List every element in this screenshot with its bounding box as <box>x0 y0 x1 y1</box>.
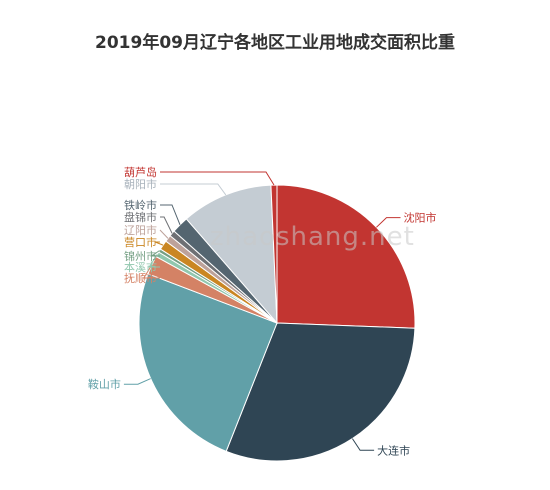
leader-line-7 <box>154 241 164 246</box>
slice-label-5: 本溪市 <box>124 260 157 274</box>
leader-line-5 <box>148 254 160 268</box>
pie-slice-12[interactable] <box>270 184 278 324</box>
leader-line-6 <box>149 250 160 257</box>
leader-line-8 <box>159 229 169 239</box>
slice-label-11: 朝阳市 <box>124 177 157 191</box>
leader-line-11 <box>160 183 227 196</box>
leader-line-3 <box>123 378 151 385</box>
leader-line-9 <box>160 216 173 234</box>
leader-line-2 <box>351 438 375 451</box>
pie-slice-1[interactable] <box>276 184 416 329</box>
slice-label-1: 沈阳市 <box>404 211 437 225</box>
watermark: zhaoshang.net <box>210 222 415 252</box>
slice-label-4: 抚顺市 <box>124 271 157 285</box>
chart-title: 2019年09月辽宁各地区工业用地成交面积比重 <box>95 33 455 53</box>
slice-label-9: 盘锦市 <box>124 210 157 224</box>
slice-label-10: 铁岭市 <box>124 198 157 212</box>
slice-label-7: 营口市 <box>124 235 157 249</box>
leader-line-10 <box>160 204 181 225</box>
slice-label-12: 葫芦岛 <box>124 165 157 179</box>
leader-line-12 <box>160 171 275 186</box>
slice-label-6: 锦州市 <box>124 249 157 263</box>
leader-line-1 <box>376 217 401 228</box>
leader-line-4 <box>142 264 160 279</box>
slice-label-8: 辽阳市 <box>124 223 157 237</box>
slice-label-3: 鞍山市 <box>88 377 121 391</box>
slice-label-2: 大连市 <box>377 443 410 457</box>
pie-slice-2[interactable] <box>225 322 416 462</box>
